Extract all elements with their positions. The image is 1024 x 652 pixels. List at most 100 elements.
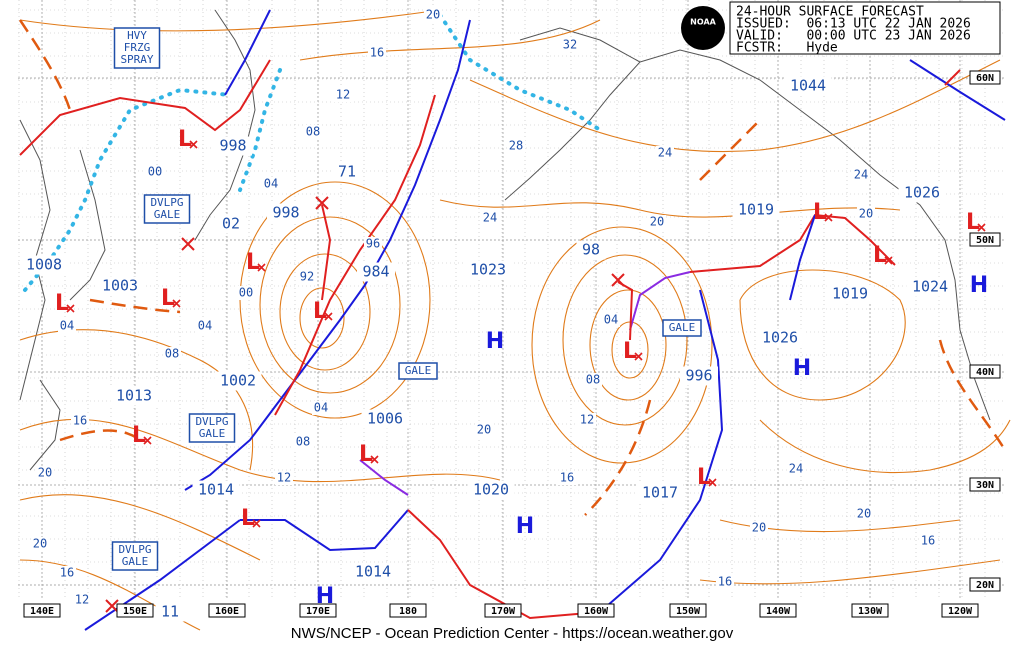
- isobar: [299, 287, 345, 349]
- lon-label-box: [208, 603, 246, 618]
- isobar-label: 12: [580, 413, 594, 427]
- warm-front: [19, 59, 271, 156]
- high-center: H: [486, 329, 504, 354]
- pressure-label-box: [349, 562, 397, 582]
- pressure-label-box: [680, 366, 718, 386]
- troughs: [18, 19, 1007, 516]
- pressure-label-box: [784, 76, 832, 96]
- lon-label-box: [484, 603, 522, 618]
- pressure-label: 1014: [198, 481, 234, 499]
- isobar-label: 04: [314, 401, 328, 415]
- x-mark: [105, 599, 119, 613]
- warning-text: SPRAY: [120, 53, 153, 66]
- isobar-label-bg: [855, 507, 873, 521]
- isobar-label-bg: [716, 575, 734, 589]
- isobar-label: 24: [854, 168, 868, 182]
- isobar-label: 16: [73, 414, 87, 428]
- alaska-coast: [504, 27, 641, 201]
- warning-text: DVLPG: [195, 415, 228, 428]
- isobar: [299, 19, 601, 61]
- cold-front: [789, 214, 816, 301]
- trough: [18, 19, 72, 111]
- isobar-label-bg: [475, 423, 493, 437]
- pressure-label: 998: [272, 204, 299, 222]
- isobar-label: 08: [586, 373, 600, 387]
- pressure-label: 996: [685, 367, 712, 385]
- high-center: H: [970, 273, 988, 298]
- pressure-label: 1006: [367, 410, 403, 428]
- pressure-label: 998: [219, 137, 246, 155]
- pressure-label: 1024: [912, 278, 948, 296]
- warning-box: [188, 413, 236, 443]
- pressure-label-box: [357, 262, 395, 282]
- pressure-label-box: [756, 328, 804, 348]
- isobar-label-bg: [364, 237, 382, 251]
- lat-label: 60N: [976, 73, 994, 84]
- lat-label: 50N: [976, 235, 994, 246]
- isobar-label-bg: [298, 270, 316, 284]
- pressure-label: 1002: [220, 372, 256, 390]
- isobar-label: 20: [33, 537, 47, 551]
- low-x: [189, 140, 198, 149]
- noaa-logo: [681, 6, 725, 50]
- isobar-label-bg: [648, 215, 666, 229]
- isobar-label-bg: [312, 401, 330, 415]
- low-center: L: [246, 250, 260, 275]
- low-center: L: [132, 423, 146, 448]
- low-center: L: [813, 200, 827, 225]
- isobar-label-bg: [58, 319, 76, 333]
- lon-label: 130W: [858, 606, 883, 617]
- warning-box: [143, 194, 191, 224]
- x-mark: [315, 196, 329, 210]
- low-x: [172, 299, 181, 308]
- isobar-label-bg: [275, 471, 293, 485]
- pressure-label-box: [192, 480, 240, 500]
- isobar: [469, 59, 1001, 153]
- isobar-label-bg: [919, 534, 937, 548]
- low-center: L: [161, 286, 175, 311]
- lon-label: 180: [399, 606, 417, 617]
- pressure-label: 1020: [473, 481, 509, 499]
- pressure-label: 1017: [642, 484, 678, 502]
- isobar-label: 04: [60, 319, 74, 333]
- lon-label: 140E: [30, 606, 54, 617]
- lat-label-box: [969, 577, 1001, 592]
- lon-label: 120W: [948, 606, 973, 617]
- isobar-label-bg: [561, 38, 579, 52]
- pressure-label-box: [267, 203, 305, 223]
- low-x: [66, 304, 75, 313]
- lat-label-box: [969, 232, 1001, 247]
- isobar-label-bg: [368, 46, 386, 60]
- pressure-label: 1026: [904, 184, 940, 202]
- pressure-label: 1019: [832, 285, 868, 303]
- pressure-label-box: [214, 136, 252, 156]
- pressure-label-box: [20, 255, 68, 275]
- header-line: FCSTR: Hyde: [736, 41, 838, 56]
- trough: [584, 399, 652, 516]
- header-line: VALID: 00:00 UTC 23 JAN 2026: [736, 29, 971, 44]
- isobar-label: 16: [921, 534, 935, 548]
- cold-front: [184, 19, 471, 491]
- pressure-label-box: [361, 409, 409, 429]
- warm-front: [274, 94, 436, 416]
- pressure-label-box: [216, 214, 246, 234]
- isobar-label: 20: [38, 466, 52, 480]
- isobar-label: 96: [366, 237, 380, 251]
- isobar: [279, 253, 371, 371]
- isobar-label-bg: [424, 8, 442, 22]
- cold-front: [224, 9, 271, 96]
- isobar: [739, 269, 906, 401]
- lon-label: 150W: [676, 606, 701, 617]
- pressure-label-box: [906, 277, 954, 297]
- low-x: [977, 223, 986, 232]
- pressure-label: 1008: [26, 256, 62, 274]
- low-center: L: [55, 291, 69, 316]
- isobar-label: 12: [75, 593, 89, 607]
- ice-edge: [438, 13, 602, 132]
- isobar-label: 12: [277, 471, 291, 485]
- low-center: L: [313, 299, 327, 324]
- high-center: H: [316, 584, 334, 609]
- cold-front: [240, 509, 409, 552]
- isobar: [19, 9, 441, 32]
- isobar-label: 16: [370, 46, 384, 60]
